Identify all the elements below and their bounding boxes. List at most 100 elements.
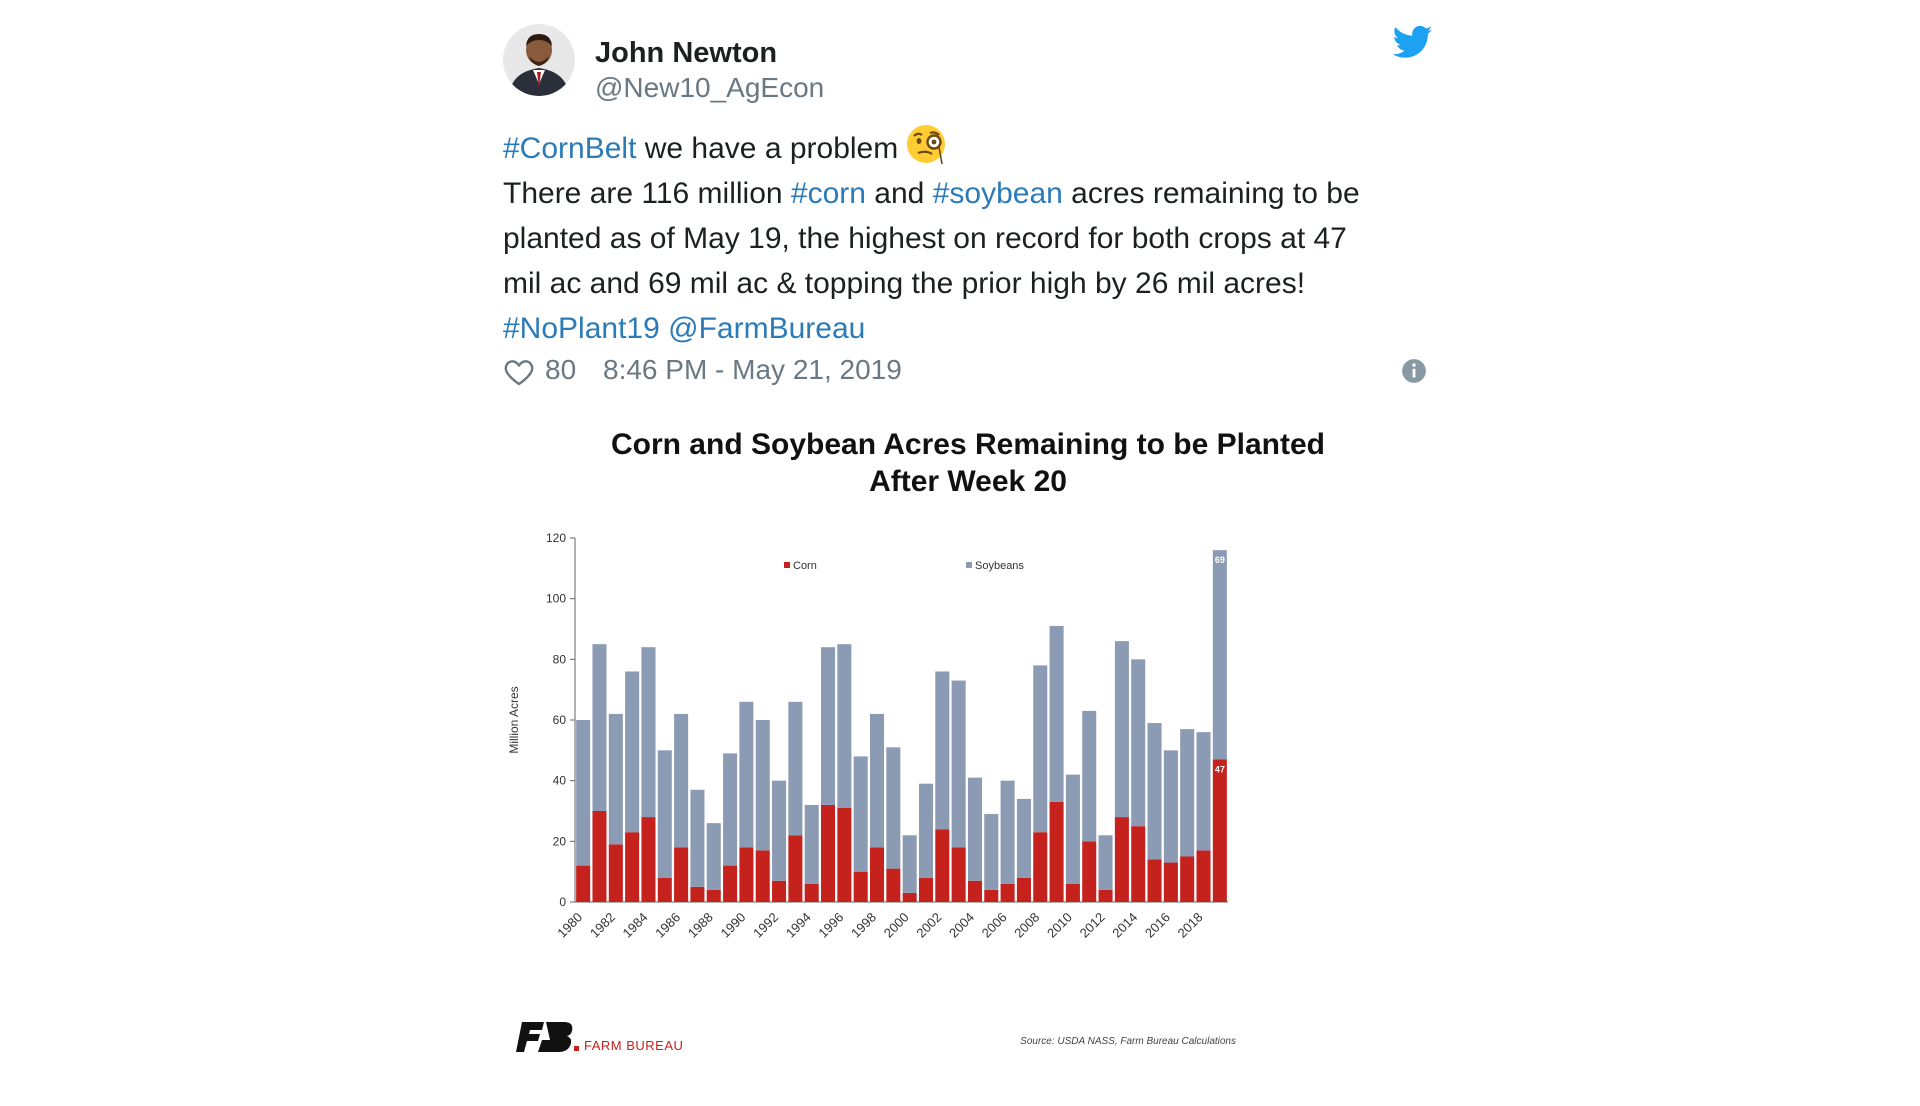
x-tick-label: 1986 — [652, 910, 683, 941]
bar-corn-2005 — [984, 889, 999, 902]
farm-bureau-logo: FARM BUREAU — [516, 1022, 683, 1053]
bar-corn-1992 — [772, 880, 787, 902]
bar-soybeans-1989 — [723, 753, 738, 866]
bar-soybeans-1987 — [690, 789, 705, 887]
bar-soybeans-2006 — [1000, 780, 1015, 884]
bar-soybeans-2010 — [1065, 774, 1080, 884]
tweet-line-1: #CornBelt we have a problem — [503, 122, 1433, 171]
bar-soybeans-2003 — [951, 680, 966, 848]
bar-corn-2000 — [902, 892, 917, 902]
bar-soybeans-1994 — [804, 804, 819, 884]
bar-corn-1988 — [706, 889, 721, 902]
tweet-text: #CornBelt we have a problem There are 11… — [503, 122, 1433, 351]
bar-corn-2012 — [1098, 889, 1113, 902]
avatar-image — [503, 24, 575, 96]
avatar[interactable] — [503, 24, 575, 96]
tweet-link[interactable]: #NoPlant19 — [503, 312, 660, 345]
tweet-link[interactable]: #soybean — [932, 177, 1063, 210]
tweet-line-5: #NoPlant19 @FarmBureau — [503, 306, 1433, 351]
bar-soybeans-2011 — [1082, 710, 1097, 842]
tweet-link[interactable]: #CornBelt — [503, 132, 637, 165]
author-handle[interactable]: @New10_AgEcon — [595, 72, 825, 103]
bar-soybeans-1980 — [576, 720, 591, 866]
twitter-bird-icon[interactable] — [1392, 22, 1433, 62]
legend-label-corn: Corn — [793, 560, 817, 572]
heart-icon[interactable] — [503, 356, 535, 388]
bar-soybeans-2013 — [1114, 641, 1129, 818]
y-tick-label: 40 — [553, 774, 567, 788]
bar-corn-2004 — [967, 880, 982, 902]
bar-soybeans-2007 — [1016, 798, 1031, 878]
tweet-line-3: planted as of May 19, the highest on rec… — [503, 222, 1347, 255]
bar-corn-1991 — [755, 850, 770, 902]
bar-corn-1984 — [641, 817, 656, 902]
bar-corn-2010 — [1065, 883, 1080, 902]
bar-soybeans-1998 — [869, 713, 885, 848]
author-name[interactable]: John Newton — [595, 37, 778, 69]
like-count[interactable]: 80 — [545, 354, 577, 385]
x-tick-label: 1994 — [783, 910, 814, 941]
bar-soybeans-1986 — [674, 713, 689, 848]
bar-soybeans-2012 — [1098, 835, 1113, 890]
x-tick-label: 2014 — [1109, 910, 1140, 941]
bar-soybeans-2019 — [1212, 550, 1227, 760]
bar-corn-1996 — [837, 807, 852, 902]
bar-corn-2014 — [1131, 826, 1146, 902]
bar-corn-1986 — [674, 847, 689, 902]
x-tick-label: 1998 — [848, 910, 879, 941]
x-tick-label: 2008 — [1011, 910, 1042, 941]
bar-corn-1980 — [576, 865, 591, 902]
bar-soybeans-1990 — [739, 701, 754, 848]
bar-corn-2019 — [1212, 759, 1227, 902]
tweet-line-2: There are 116 million #corn and #soybean… — [503, 171, 1433, 216]
tweet-text-segment: acres remaining to be — [1062, 177, 1360, 210]
bar-corn-1998 — [869, 847, 885, 902]
bar-soybeans-1996 — [837, 644, 852, 808]
x-tick-label: 2006 — [979, 910, 1010, 941]
y-tick-label: 80 — [553, 652, 567, 666]
info-icon[interactable] — [1401, 358, 1427, 384]
tweet-link[interactable]: @FarmBureau — [668, 312, 866, 345]
x-tick-label: 1982 — [587, 910, 618, 941]
data-label-corn: 47 — [1215, 764, 1225, 774]
x-tick-label: 2012 — [1077, 910, 1108, 941]
chart-image: Corn and Soybean Acres Remaining to be P… — [488, 426, 1448, 1106]
bar-corn-1981 — [592, 811, 607, 902]
bar-corn-2002 — [935, 829, 950, 902]
bar-soybeans-2005 — [984, 814, 999, 890]
x-tick-label: 2000 — [881, 910, 912, 941]
y-axis-label: Million Acres — [507, 686, 521, 753]
bar-soybeans-2018 — [1196, 732, 1211, 851]
x-tick-label: 1990 — [717, 910, 748, 941]
bar-soybeans-2017 — [1180, 729, 1195, 857]
bar-soybeans-1988 — [706, 823, 721, 890]
bar-corn-2015 — [1147, 859, 1162, 902]
bar-soybeans-1984 — [641, 647, 656, 818]
stacked-bar-chart: 0 20 40 60 80 100 120 Million Acres 69 47 1980 1982… — [507, 531, 1236, 1053]
bar-corn-1990 — [739, 847, 754, 902]
bar-soybeans-2014 — [1131, 659, 1146, 827]
tweet-text-segment — [660, 312, 668, 345]
bar-soybeans-1985 — [657, 750, 672, 878]
y-tick-label: 0 — [559, 895, 566, 909]
bar-corn-2001 — [918, 877, 934, 902]
bar-soybeans-1992 — [772, 780, 787, 881]
data-label-soybeans: 69 — [1215, 555, 1225, 565]
tweet-card: John Newton @New10_AgEcon #CornBelt we h… — [503, 14, 1433, 1074]
bar-corn-1982 — [608, 844, 623, 902]
bar-corn-2018 — [1196, 850, 1211, 902]
legend-swatch-soybeans — [966, 562, 972, 568]
x-tick-label: 2002 — [913, 910, 944, 941]
bar-soybeans-2008 — [1033, 665, 1048, 833]
bar-corn-1995 — [821, 804, 836, 902]
author-block: John Newton @New10_AgEcon — [595, 36, 824, 105]
tweet-timestamp[interactable]: 8:46 PM - May 21, 2019 — [603, 354, 902, 385]
x-tick-label: 2018 — [1175, 910, 1206, 941]
face-with-monocle-emoji — [904, 122, 948, 166]
bar-corn-2003 — [951, 847, 966, 902]
tweet-meta: 80 8:46 PM - May 21, 2019 — [503, 352, 1433, 392]
tweet-link[interactable]: #corn — [790, 177, 866, 210]
x-tick-label: 1988 — [685, 910, 716, 941]
bar-corn-2011 — [1082, 841, 1097, 902]
bar-corn-2017 — [1180, 856, 1195, 902]
